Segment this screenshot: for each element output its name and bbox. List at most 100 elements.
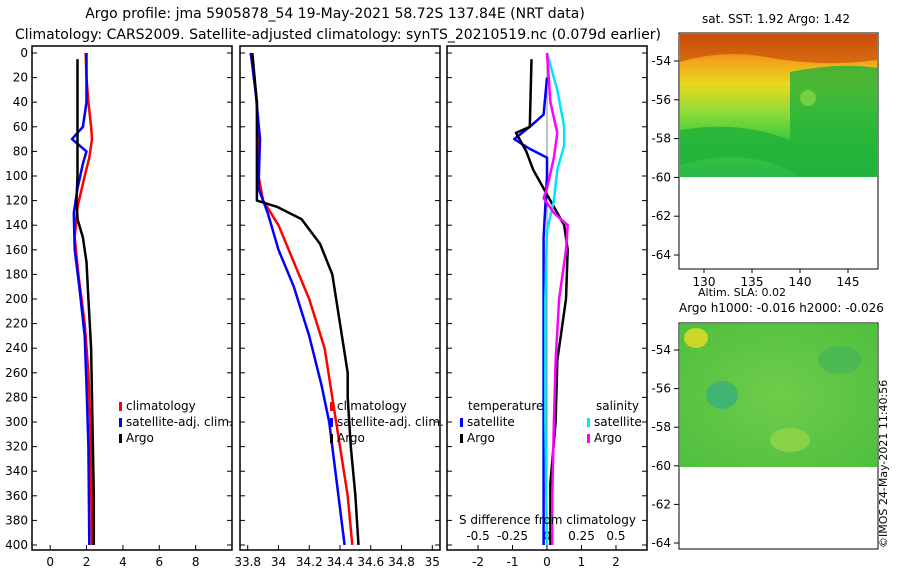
- s-diff-tick-label: -0.25: [497, 529, 528, 543]
- map-lat-label: -64: [651, 248, 671, 262]
- s-diff-tick-label: 0.5: [606, 529, 625, 543]
- legend-swatch-argo: [119, 434, 122, 443]
- series-line-temperature-satellite: [512, 77, 549, 545]
- difference-legend: temperature satellite Argo salinity sate…: [459, 399, 642, 527]
- legend-label-argo: Argo: [337, 431, 365, 445]
- legend-label-climatology: climatology: [126, 399, 196, 413]
- sst-map-title: sat. SST: 1.92 Argo: 1.42: [702, 12, 851, 26]
- x-tick-label: 0: [46, 555, 54, 569]
- map-lat-label: -62: [651, 209, 671, 223]
- depth-tick-label: 340: [5, 464, 28, 478]
- depth-tick-label: 80: [13, 144, 28, 158]
- temperature-x-axis: 0 2 4 6 8: [46, 545, 199, 569]
- legend-label-satellite: satellite-adj. clim.: [337, 415, 444, 429]
- map-lat-label: -58: [651, 132, 671, 146]
- x-tick-label: 34.4: [327, 555, 354, 569]
- salinity-legend: climatology satellite-adj. clim. Argo: [330, 399, 444, 445]
- sla-map: -54 -56 -58 -60 -62 -64: [651, 322, 879, 550]
- x-tick-label: 34: [271, 555, 286, 569]
- legend-swatch-sal-satellite: [587, 418, 590, 427]
- chart-title-line1: Argo profile: jma 5905878_54 19-May-2021…: [85, 6, 585, 22]
- depth-tick-label: 320: [5, 440, 28, 454]
- depth-tick-label: 180: [5, 267, 28, 281]
- depth-tick-label: 220: [5, 317, 28, 331]
- depth-tick-label: 0: [20, 46, 28, 60]
- map-lat-label: -64: [651, 536, 671, 550]
- s-diff-tick-label: -0.5: [466, 529, 489, 543]
- sst-map-axes: -54 -56 -58 -60 -62 -64 130 135 140 145: [651, 54, 859, 289]
- sla-map-title-2: Argo h1000: -0.016 h2000: -0.026: [679, 301, 884, 315]
- depth-tick-label: 140: [5, 218, 28, 232]
- legend-label-satellite: satellite-adj. clim.: [126, 415, 233, 429]
- salinity-x-axis: 33.8 34 34.2 34.4 34.6 34.8 35: [234, 545, 440, 569]
- sla-map-axes: -54 -56 -58 -60 -62 -64: [651, 343, 679, 550]
- x-tick-label: 4: [119, 555, 127, 569]
- legend-swatch-climatology: [119, 402, 122, 411]
- depth-tick-label: 300: [5, 415, 28, 429]
- series-line-argo: [75, 59, 96, 545]
- series-line-salinity-argo: [542, 52, 569, 545]
- map-lon-label: 135: [741, 275, 764, 289]
- sla-patch: [770, 428, 810, 452]
- x-tick-label: 6: [155, 555, 163, 569]
- map-lat-label: -54: [651, 54, 671, 68]
- x-tick-label: -1: [507, 555, 519, 569]
- x-tick-label: 35: [425, 555, 440, 569]
- sla-patch: [818, 346, 862, 374]
- legend-label-argo: Argo: [126, 431, 154, 445]
- s-diff-tick-label: 0.25: [568, 529, 595, 543]
- legend-group-salinity: salinity: [596, 399, 639, 413]
- map-lat-label: -62: [651, 497, 671, 511]
- salinity-panel-frame: [239, 45, 441, 551]
- depth-tick-label: 160: [5, 243, 28, 257]
- depth-tick-label: 60: [13, 120, 28, 134]
- difference-xlabel: S difference from climatology: [459, 513, 636, 527]
- legend-label-climatology: climatology: [337, 399, 407, 413]
- map-lon-label: 145: [837, 275, 860, 289]
- x-tick-label: 0: [543, 555, 551, 569]
- legend-label-temp-argo: Argo: [467, 431, 495, 445]
- legend-label-sal-satellite: satellite: [594, 415, 642, 429]
- series-line-argo: [251, 52, 360, 546]
- legend-swatch-climatology: [330, 402, 333, 411]
- map-lat-label: -60: [651, 170, 671, 184]
- chart-title-line2: Climatology: CARS2009. Satellite-adjuste…: [14, 27, 662, 43]
- legend-swatch-temp-satellite: [460, 418, 463, 427]
- depth-tick-label: 360: [5, 489, 28, 503]
- map-lat-label: -54: [651, 343, 671, 357]
- map-lon-label: 130: [693, 275, 716, 289]
- depth-tick-label: 260: [5, 366, 28, 380]
- legend-label-temp-satellite: satellite: [467, 415, 515, 429]
- depth-tick-label: 40: [13, 95, 28, 109]
- sst-warm-patch: [680, 34, 877, 64]
- series-line-satellite-adj-clim-: [249, 52, 346, 546]
- x-tick-label: 1: [578, 555, 586, 569]
- sst-map: -54 -56 -58 -60 -62 -64 130 135 140 145: [651, 32, 879, 289]
- temperature-panel-frame: [31, 45, 233, 551]
- series-line-salinity-satellite: [544, 52, 566, 546]
- profile-lines: [70, 52, 569, 546]
- legend-swatch-satellite: [119, 418, 122, 427]
- map-lat-label: -58: [651, 420, 671, 434]
- depth-axis: 0 20 40 60 80 100 120 140 160 180 200 220 240 260 280 3…: [5, 46, 647, 552]
- legend-group-temperature: temperature: [468, 399, 543, 413]
- depth-tick-label: 280: [5, 390, 28, 404]
- x-tick-label: 34.6: [357, 555, 384, 569]
- x-tick-label: 34.2: [296, 555, 323, 569]
- sla-low-patch: [706, 381, 738, 409]
- legend-swatch-sal-argo: [587, 434, 590, 443]
- sst-cold-patch: [680, 65, 877, 177]
- legend-swatch-temp-argo: [460, 434, 463, 443]
- depth-tick-label: 100: [5, 169, 28, 183]
- x-tick-label: 33.8: [234, 555, 261, 569]
- temperature-legend: climatology satellite-adj. clim. Argo: [119, 399, 233, 445]
- legend-label-sal-argo: Argo: [594, 431, 622, 445]
- depth-tick-label: 240: [5, 341, 28, 355]
- x-tick-label: -2: [472, 555, 484, 569]
- map-lat-label: -56: [651, 93, 671, 107]
- sla-high-patch: [684, 328, 708, 348]
- legend-swatch-argo: [330, 434, 333, 443]
- depth-tick-label: 200: [5, 292, 28, 306]
- depth-tick-label: 120: [5, 194, 28, 208]
